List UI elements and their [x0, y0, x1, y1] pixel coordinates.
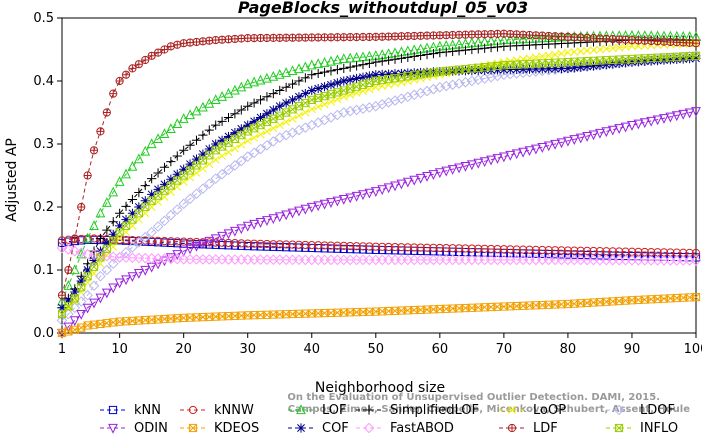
legend-item-cof: COF — [288, 421, 349, 434]
series-fastabod — [56, 242, 702, 266]
x-tick-label: 40 — [303, 342, 320, 357]
x-tick-label: 30 — [239, 342, 256, 357]
legend: kNN kNNW LOF SimplifiedLOF LoOP LDOF ODIN KDEOS… — [100, 403, 678, 434]
legend-item-inflo: INFLO — [606, 421, 678, 434]
series-line-cof — [61, 57, 697, 309]
legend-item-odin: ODIN — [100, 421, 168, 434]
legend-label-lof: LOF — [322, 403, 347, 418]
series-inflo — [57, 51, 701, 319]
legend-item-knn: kNN — [100, 403, 161, 418]
legend-label-inflo: INFLO — [640, 421, 678, 434]
legend-item-loop: LoOP — [499, 403, 566, 418]
legend-label-simplifiedlof: SimplifiedLOF — [390, 403, 479, 418]
y-tick-label: 0.2 — [33, 200, 54, 215]
x-tick-label: 20 — [175, 342, 192, 357]
series-line-loop — [61, 42, 697, 315]
series-markers-inflo — [57, 51, 701, 319]
y-tick-label: 0.4 — [33, 74, 54, 89]
legend-label-cof: COF — [322, 421, 349, 434]
x-tick-label: 10 — [111, 342, 128, 357]
series-line-inflo — [61, 55, 697, 315]
legend-label-ldof: LDOF — [640, 403, 675, 418]
series-markers-knnw — [57, 234, 701, 258]
legend-label-loop: LoOP — [533, 403, 566, 418]
y-tick-label: 0.1 — [33, 263, 54, 278]
legend-item-kdeos: KDEOS — [180, 421, 259, 434]
series-line-fastabod — [61, 247, 697, 262]
x-axis: 1 10 20 30 40 50 60 70 80 90 100 — [58, 333, 702, 357]
legend-item-knnw: kNNW — [180, 403, 254, 418]
series-markers-ldf — [57, 29, 701, 300]
plot-area — [61, 17, 697, 334]
y-axis: 0.0 0.1 0.2 0.3 0.4 0.5 — [33, 11, 62, 341]
series-kdeos — [57, 292, 701, 338]
legend-item-fastabod: FastABOD — [356, 421, 454, 434]
x-tick-label: 70 — [496, 342, 513, 357]
series-line-odin — [61, 110, 697, 334]
legend-label-fastabod: FastABOD — [390, 421, 454, 434]
legend-item-lof: LOF — [288, 403, 347, 418]
x-tick-label: 80 — [560, 342, 577, 357]
chart-title: PageBlocks_withoutdupl_05_v03 — [238, 0, 528, 17]
legend-label-kdeos: KDEOS — [214, 421, 259, 434]
x-tick-label: 1 — [58, 342, 66, 357]
watermark-line-2: On the Evaluation of Unsupervised Outlie… — [287, 392, 660, 403]
legend-label-knn: kNN — [134, 403, 161, 418]
legend-label-ldf: LDF — [533, 421, 558, 434]
series-ldf — [57, 29, 701, 300]
x-tick-label: 100 — [684, 342, 702, 357]
series-cof — [57, 53, 701, 313]
y-axis-label: Adjusted AP — [4, 138, 20, 222]
x-tick-label: 90 — [624, 342, 641, 357]
series-line-ldof — [61, 55, 697, 321]
series-markers-fastabod — [56, 242, 702, 266]
x-tick-label: 60 — [432, 342, 449, 357]
x-axis-label: Neighborhood size — [315, 380, 445, 396]
legend-item-ldof: LDOF — [606, 403, 675, 418]
legend-label-knnw: kNNW — [214, 403, 254, 418]
y-tick-label: 0.3 — [33, 137, 54, 152]
y-tick-label: 0.0 — [33, 326, 54, 341]
series-markers-kdeos — [57, 292, 701, 338]
series-layer — [56, 29, 702, 339]
series-knnw — [57, 234, 701, 258]
y-tick-label: 0.5 — [33, 11, 54, 26]
legend-item-ldf: LDF — [499, 421, 558, 434]
legend-label-odin: ODIN — [134, 421, 168, 434]
x-tick-label: 50 — [368, 342, 385, 357]
series-markers-cof — [57, 53, 701, 313]
legend-item-simplifiedlof: SimplifiedLOF — [356, 403, 479, 418]
watermark-line-1: Campos, Zimek, Sander, Campello, Micenko… — [288, 404, 690, 415]
